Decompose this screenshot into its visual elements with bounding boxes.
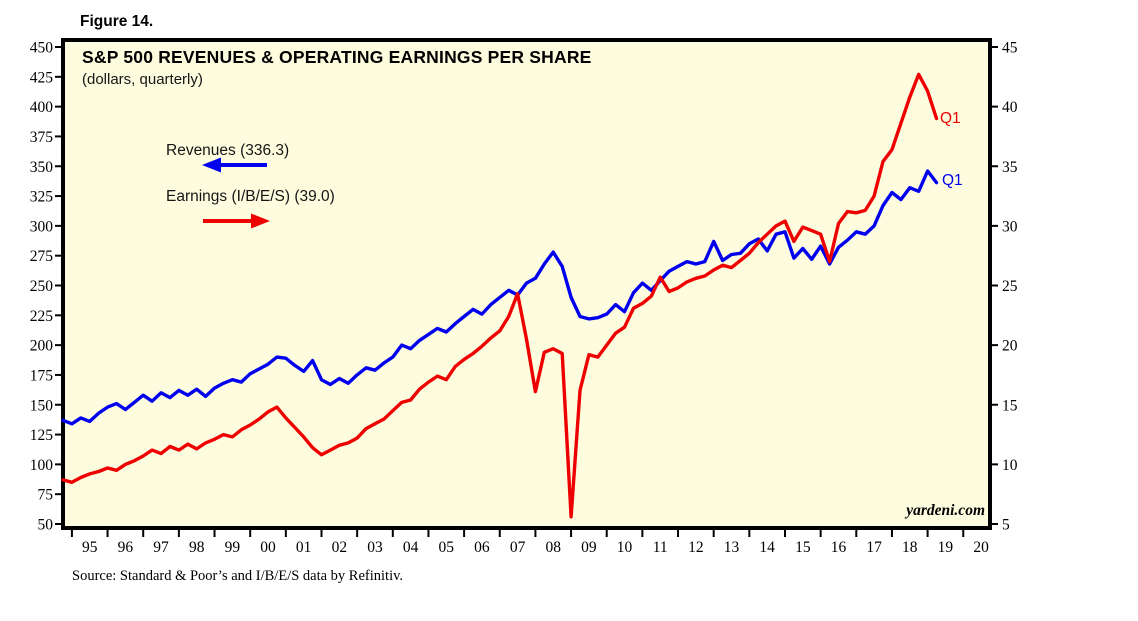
y-axis-right-tick-label: 45 [1002,40,1018,57]
y-axis-right-tick-label: 5 [1002,517,1010,534]
series-line-earnings [61,72,939,519]
x-axis-tick-label: 98 [189,539,205,556]
y-axis-right-tick-label: 40 [1002,99,1018,116]
x-axis-tick-label: 06 [474,539,490,556]
y-axis-left-tick-label: 275 [30,248,54,265]
y-axis-left-tick-label: 350 [30,159,54,176]
y-axis-left-tick-label: 450 [30,40,54,57]
figure-label: Figure 14. [80,13,154,30]
y-axis-left-tick-label: 200 [30,338,54,355]
x-axis-tick-label: 01 [296,539,312,556]
y-axis-left-tick-label: 125 [30,427,54,444]
y-axis-left-tick-label: 375 [30,129,54,146]
y-axis-right-tick-label: 10 [1002,457,1018,474]
x-axis-tick-label: 05 [439,539,455,556]
x-axis-tick-label: 16 [831,539,847,556]
y-axis-left-tick-label: 325 [30,189,54,206]
y-axis-right-tick-label: 30 [1002,218,1018,235]
y-axis-left-tick-label: 175 [30,367,54,384]
x-axis-tick-label: 11 [653,539,668,556]
y-axis-left-tick-label: 150 [30,397,54,414]
earnings-end-label: Q1 [940,110,961,127]
x-axis-tick-label: 04 [403,539,419,556]
y-axis-left-tick-label: 75 [38,487,54,504]
x-axis-tick-label: 08 [545,539,561,556]
y-axis-left-tick-label: 50 [38,517,54,534]
y-axis-left-tick-label: 250 [30,278,54,295]
legend-earnings-label: Earnings (I/B/E/S) (39.0) [166,188,335,205]
y-axis-right-tick-label: 20 [1002,338,1018,355]
y-axis-right-tick-label: 15 [1002,397,1018,414]
x-axis-tick-label: 00 [260,539,276,556]
x-axis-tick-label: 02 [332,539,348,556]
x-axis-tick-label: 17 [866,539,882,556]
y-axis-right-tick-label: 35 [1002,159,1018,176]
x-axis-tick-label: 12 [688,539,704,556]
x-axis-tick-label: 07 [510,539,526,556]
revenues-end-label: Q1 [942,172,963,189]
x-axis-tick-label: 97 [153,539,169,556]
y-axis-left-tick-label: 425 [30,69,54,86]
series-line-revenues [61,169,939,426]
x-axis-tick-label: 10 [617,539,633,556]
watermark: yardeni.com [906,502,985,519]
chart-title: S&P 500 REVENUES & OPERATING EARNINGS PE… [82,47,592,67]
x-axis-tick-label: 13 [724,539,740,556]
x-axis-tick-label: 09 [581,539,597,556]
x-axis-tick-label: 14 [759,539,775,556]
x-axis-tick-label: 95 [82,539,98,556]
source-note: Source: Standard & Poor’s and I/B/E/S da… [72,568,404,584]
y-axis-right-tick-label: 25 [1002,278,1018,295]
x-axis-tick-label: 20 [973,539,989,556]
x-axis-tick-label: 03 [367,539,383,556]
y-axis-left-tick-label: 400 [30,99,54,116]
y-axis-left-tick-label: 300 [30,218,54,235]
y-axis-left-tick-label: 100 [30,457,54,474]
earnings-arrowhead-icon [251,213,270,229]
legend-revenues-label: Revenues (336.3) [166,142,290,159]
x-axis-tick-label: 96 [118,539,134,556]
x-axis-tick-label: 15 [795,539,811,556]
x-axis-tick-label: 18 [902,539,918,556]
y-axis-left-tick-label: 225 [30,308,54,325]
revenues-arrowhead-icon [202,157,221,173]
x-axis-tick-label: 19 [938,539,954,556]
chart-subtitle: (dollars, quarterly) [82,71,203,88]
x-axis-tick-label: 99 [225,539,241,556]
